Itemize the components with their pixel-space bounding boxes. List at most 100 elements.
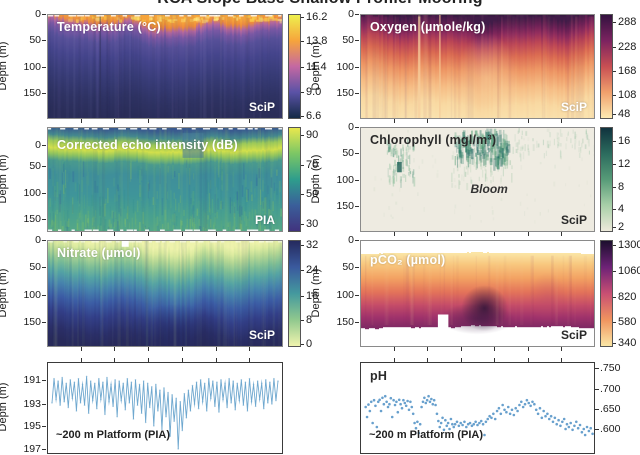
time-tick-mark bbox=[249, 347, 251, 351]
depth-tick-label: 100 bbox=[336, 174, 354, 187]
temperature-heatmap bbox=[48, 15, 282, 118]
depth-tick-label: 193 bbox=[23, 397, 41, 410]
depth-tick-mark bbox=[355, 266, 359, 268]
time-tick-mark bbox=[215, 347, 217, 351]
depth-tick-label: 50 bbox=[342, 34, 354, 47]
time-tick-mark bbox=[527, 119, 529, 123]
ph-ytick-label: .750 bbox=[600, 362, 621, 375]
depth-tick-mark bbox=[42, 321, 46, 323]
colorbar-tick-mark bbox=[613, 271, 616, 273]
time-tick-mark bbox=[249, 119, 251, 123]
time-tick-mark bbox=[427, 347, 429, 351]
depth-axis-label: Depth (m) bbox=[0, 154, 9, 203]
depth-tick-label: 150 bbox=[23, 315, 41, 328]
colorbar-tick-mark bbox=[613, 342, 616, 344]
time-tick-mark bbox=[148, 119, 150, 123]
corner-label-scip: SciP bbox=[248, 100, 275, 114]
colorbar-tick-mark bbox=[613, 46, 616, 48]
colorbar-tick-label: 8 bbox=[306, 314, 313, 327]
colorbar-tick-label: 168 bbox=[618, 64, 637, 77]
time-tick-mark bbox=[393, 358, 395, 362]
depth-tick-mark bbox=[355, 67, 359, 69]
time-tick-mark bbox=[494, 347, 496, 351]
depth-tick-mark bbox=[42, 193, 46, 195]
time-tick-mark bbox=[494, 119, 496, 123]
colorbar-tick-mark bbox=[613, 226, 616, 228]
time-tick-mark bbox=[181, 358, 183, 362]
depth-tick-mark bbox=[42, 144, 46, 146]
colorbar-chlorophyll bbox=[600, 127, 613, 232]
colorbar-tick-label: 8 bbox=[618, 180, 625, 193]
depth-tick-mark bbox=[42, 448, 46, 450]
depth-tick-mark bbox=[42, 14, 46, 15]
panel-pco2: pCO₂ (µmol) SciP bbox=[360, 240, 595, 347]
colorbar-tick-label: 2 bbox=[618, 220, 625, 233]
depth-tick-label: 0 bbox=[348, 234, 354, 246]
panel-temperature: Temperature (°C) SciP bbox=[47, 14, 283, 119]
panel-label-chlorophyll: Chlorophyll (mgl/m³) bbox=[370, 133, 497, 147]
colorbar-tick-mark bbox=[301, 223, 304, 225]
panel-label-ph: pH bbox=[370, 369, 388, 383]
platform-depth-line-chart bbox=[48, 363, 282, 453]
time-tick-mark bbox=[114, 232, 116, 236]
colorbar-echo-intensity bbox=[288, 127, 301, 232]
depth-tick-mark bbox=[355, 206, 359, 208]
depth-tick-label: 50 bbox=[342, 260, 354, 273]
colorbar-tick-mark bbox=[301, 194, 304, 196]
platform-annotation: ~200 m Platform (PIA) bbox=[56, 429, 171, 441]
ph-ytick-label: .700 bbox=[600, 382, 621, 395]
colorbar-tick-label: 340 bbox=[618, 336, 637, 349]
colorbar-tick-label: 16 bbox=[306, 289, 319, 302]
time-tick-mark bbox=[114, 358, 116, 362]
oxygen-heatmap bbox=[361, 15, 594, 118]
colorbar-tick-mark bbox=[613, 163, 616, 165]
time-tick-mark bbox=[460, 232, 462, 236]
depth-tick-mark bbox=[355, 93, 359, 95]
time-tick-mark bbox=[393, 119, 395, 123]
colorbar-tick-mark bbox=[301, 115, 304, 117]
colorbar-tick-mark bbox=[613, 208, 616, 210]
time-tick-mark bbox=[561, 119, 563, 123]
colorbar-tick-mark bbox=[613, 94, 616, 96]
depth-tick-label: 100 bbox=[23, 61, 41, 74]
colorbar-tick-mark bbox=[613, 322, 616, 324]
ph-ytick-mark bbox=[595, 409, 599, 410]
nitrate-heatmap bbox=[48, 241, 282, 346]
chlorophyll-heatmap bbox=[361, 128, 594, 231]
time-tick-mark bbox=[249, 358, 251, 362]
depth-tick-label: 197 bbox=[23, 442, 41, 455]
colorbar-tick-mark bbox=[613, 245, 616, 247]
colorbar-tick-mark bbox=[613, 113, 616, 115]
depth-tick-label: 50 bbox=[29, 260, 41, 273]
time-tick-mark bbox=[181, 119, 183, 123]
depth-tick-mark bbox=[42, 403, 46, 405]
time-tick-mark bbox=[393, 347, 395, 351]
depth-tick-label: 150 bbox=[23, 212, 41, 225]
depth-tick-mark bbox=[42, 165, 46, 167]
time-tick-mark bbox=[561, 358, 563, 362]
corner-label-scip: SciP bbox=[560, 328, 587, 342]
depth-tick-mark bbox=[355, 14, 359, 15]
time-tick-mark bbox=[148, 347, 150, 351]
colorbar-tick-label: 70 bbox=[306, 158, 319, 171]
depth-tick-mark bbox=[355, 127, 359, 128]
colorbar-tick-mark bbox=[301, 295, 304, 297]
ph-ytick-label: .600 bbox=[600, 423, 621, 436]
colorbar-tick-label: 13.8 bbox=[306, 35, 328, 48]
time-tick-mark bbox=[460, 358, 462, 362]
time-tick-mark bbox=[114, 347, 116, 351]
time-tick-mark bbox=[148, 232, 150, 236]
colorbar-tick-mark bbox=[301, 91, 304, 93]
time-tick-mark bbox=[215, 358, 217, 362]
depth-tick-mark bbox=[355, 180, 359, 182]
time-tick-mark bbox=[80, 119, 82, 123]
depth-tick-mark bbox=[42, 294, 46, 296]
colorbar-tick-mark bbox=[613, 140, 616, 142]
colorbar-temperature bbox=[288, 14, 301, 119]
corner-label-scip: SciP bbox=[560, 213, 587, 227]
panel-nitrate: Nitrate (µmol) SciP bbox=[47, 240, 283, 347]
panel-chlorophyll: Chlorophyll (mgl/m³) Bloom SciP bbox=[360, 127, 595, 232]
colorbar-tick-mark bbox=[301, 343, 304, 345]
depth-tick-mark bbox=[42, 240, 46, 241]
time-tick-mark bbox=[215, 232, 217, 236]
